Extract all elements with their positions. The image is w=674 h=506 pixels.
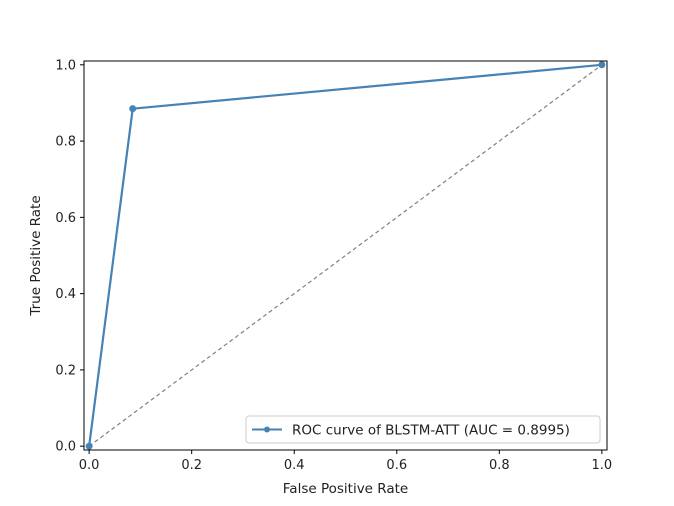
axis-ticks: 0.0 0.2 0.4 0.6 0.8 1.0 0.0 0.2 0.4 0.6 0.8 1.0 — [55, 58, 612, 473]
y-tick-label: 0.0 — [55, 440, 76, 455]
roc-point — [129, 105, 137, 113]
axes-frame — [83, 60, 608, 451]
y-axis-label: True Positive Rate — [28, 195, 44, 316]
y-tick-label: 0.4 — [55, 287, 76, 302]
legend: ROC curve of BLSTM-ATT (AUC = 0.8995) — [245, 415, 601, 444]
x-tick-label: 0.4 — [284, 458, 305, 473]
x-tick-label: 1.0 — [592, 458, 613, 473]
x-tick-label: 0.8 — [489, 458, 510, 473]
y-tick-label: 0.2 — [55, 363, 76, 378]
legend-entry-roc: ROC curve of BLSTM-ATT (AUC = 0.8995) — [292, 423, 570, 439]
legend-swatch-marker — [264, 426, 270, 433]
chance-diagonal-line — [88, 64, 603, 447]
x-tick-label: 0.6 — [386, 458, 407, 473]
y-tick-label: 0.8 — [55, 135, 76, 150]
plot-area — [85, 61, 606, 450]
roc-point — [85, 442, 93, 450]
y-tick-label: 1.0 — [55, 58, 76, 73]
x-tick-label: 0.0 — [79, 458, 100, 473]
roc-point — [598, 61, 606, 69]
x-tick-label: 0.2 — [181, 458, 202, 473]
legend-box — [245, 415, 601, 444]
y-tick-label: 0.6 — [55, 211, 76, 226]
x-axis-label: False Positive Rate — [283, 481, 408, 497]
